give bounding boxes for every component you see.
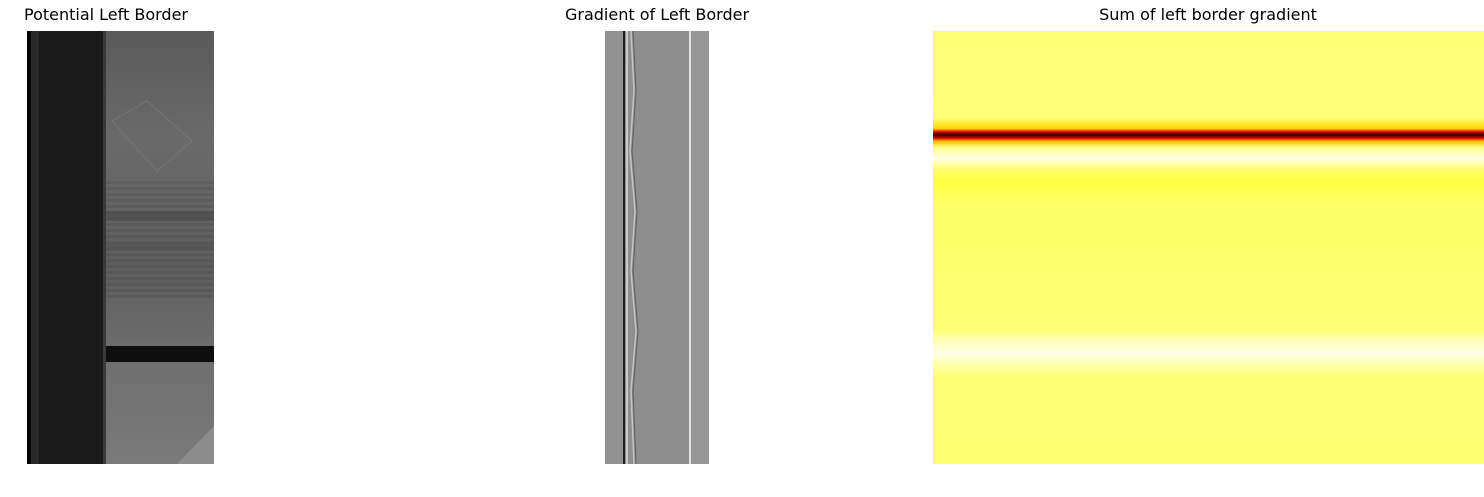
- sum-gradient-heatmap: [933, 31, 1484, 464]
- panel-title-sum-gradient: Sum of left border gradient: [1099, 5, 1317, 24]
- panel-title-potential-left-border: Potential Left Border: [23, 5, 189, 24]
- panel-title-gradient-left-border: Gradient of Left Border: [564, 5, 750, 24]
- gradient-left-border-image: [605, 31, 709, 464]
- gradient-left-border-svg: [605, 31, 709, 464]
- sum-gradient-heatmap-svg: [933, 31, 1484, 464]
- potential-left-border-image: [27, 31, 214, 464]
- potential-left-border-svg: [27, 31, 214, 464]
